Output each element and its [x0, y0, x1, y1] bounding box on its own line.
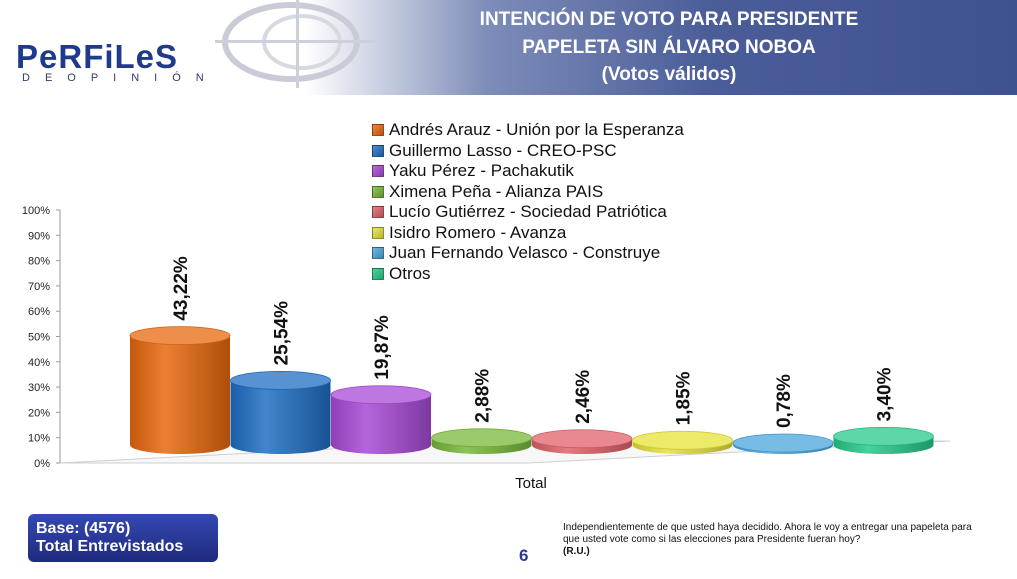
legend-swatch — [372, 267, 384, 280]
title-line-2: PAPELETA SIN ÁLVARO NOBOA — [522, 37, 816, 58]
y-tick-label: 70% — [28, 281, 50, 293]
logo-crosshair-vertical — [296, 0, 299, 88]
legend-swatch — [372, 226, 384, 239]
value-label-8: 3,40% — [875, 367, 896, 421]
legend-label: Andrés Arauz - Unión por la Esperanza — [389, 120, 684, 140]
value-label-2: 25,54% — [272, 301, 293, 366]
legend-swatch — [372, 206, 384, 219]
bar-cap-4 — [431, 428, 532, 448]
bar-cap-3 — [330, 385, 432, 405]
y-tick-label: 50% — [28, 332, 50, 344]
legend-item-5: Lucío Gutiérrez - Sociedad Patriótica — [372, 202, 684, 223]
bar-1 — [130, 335, 230, 454]
legend-swatch — [372, 247, 384, 260]
value-label-6: 1,85% — [674, 371, 695, 425]
legend-item-1: Andrés Arauz - Unión por la Esperanza — [372, 120, 684, 141]
y-tick-label: 80% — [28, 256, 50, 268]
legend-item-3: Yaku Pérez - Pachakutik — [372, 161, 684, 182]
page-number: 6 — [519, 546, 529, 565]
base-badge: Base: (4576) Total Entrevistados — [28, 514, 218, 562]
x-category-label: Total — [515, 475, 547, 492]
bar-cap-6 — [632, 430, 733, 450]
legend-label: Lucío Gutiérrez - Sociedad Patriótica — [389, 202, 667, 222]
legend-swatch — [372, 144, 384, 157]
bar-2 — [230, 380, 331, 454]
bar-cap-2 — [230, 370, 331, 390]
legend-label: Juan Fernando Velasco - Construye — [389, 243, 661, 263]
bar-cap-8 — [833, 426, 934, 446]
y-tick-label: 30% — [28, 382, 50, 394]
legend-item-6: Isidro Romero - Avanza — [372, 223, 684, 244]
bar-cap-7 — [732, 433, 834, 453]
survey-question: Independientemente de que usted haya dec… — [563, 522, 983, 558]
logo-crosshair-horizontal — [215, 40, 375, 43]
y-tick-label: 40% — [28, 357, 50, 369]
value-label-4: 2,88% — [473, 369, 494, 423]
logo-subtitle: DEOPINIÓN — [22, 72, 219, 84]
value-label-7: 0,78% — [774, 374, 795, 428]
bar-3 — [331, 394, 431, 454]
header-banner: PeRFiLeS DEOPINIÓN INTENCIÓN DE VOTO PAR… — [0, 0, 1017, 95]
value-label-3: 19,87% — [372, 315, 393, 380]
legend-swatch — [372, 185, 384, 198]
legend-item-4: Ximena Peña - Alianza PAIS — [372, 182, 684, 203]
logo-text: PeRFiLeS — [16, 38, 179, 75]
legend-label: Yaku Pérez - Pachakutik — [389, 161, 574, 181]
base-count: Base: (4576) — [36, 520, 131, 537]
legend-swatch — [372, 165, 384, 178]
legend-swatch — [372, 124, 384, 137]
question-text: Independientemente de que usted haya dec… — [563, 522, 972, 545]
legend-item-8: Otros — [372, 264, 684, 285]
title-line-3: (Votos válidos) — [601, 64, 737, 85]
y-tick-label: 90% — [28, 230, 50, 242]
title-line-1: INTENCIÓN DE VOTO PARA PRESIDENTE — [479, 9, 859, 30]
legend-label: Otros — [389, 263, 431, 283]
value-label-5: 2,46% — [573, 370, 594, 424]
chart-legend: Andrés Arauz - Unión por la Esperanza Gui… — [372, 120, 684, 284]
legend-label: Guillermo Lasso - CREO-PSC — [389, 140, 617, 160]
y-tick-label: 20% — [28, 407, 50, 419]
value-label-1: 43,22% — [171, 256, 192, 321]
bar-cap-1 — [129, 326, 231, 346]
legend-item-2: Guillermo Lasso - CREO-PSC — [372, 141, 684, 162]
legend-label: Isidro Romero - Avanza — [389, 222, 567, 242]
y-tick-label: 10% — [28, 433, 50, 445]
y-tick-label: 0% — [34, 458, 50, 470]
bar-cap-5 — [531, 429, 633, 449]
y-tick-label: 100% — [22, 205, 50, 217]
base-description: Total Entrevistados — [36, 538, 184, 555]
question-ru: (R.U.) — [563, 546, 590, 557]
y-tick-label: 60% — [28, 306, 50, 318]
legend-label: Ximena Peña - Alianza PAIS — [389, 181, 604, 201]
legend-item-7: Juan Fernando Velasco - Construye — [372, 243, 684, 264]
